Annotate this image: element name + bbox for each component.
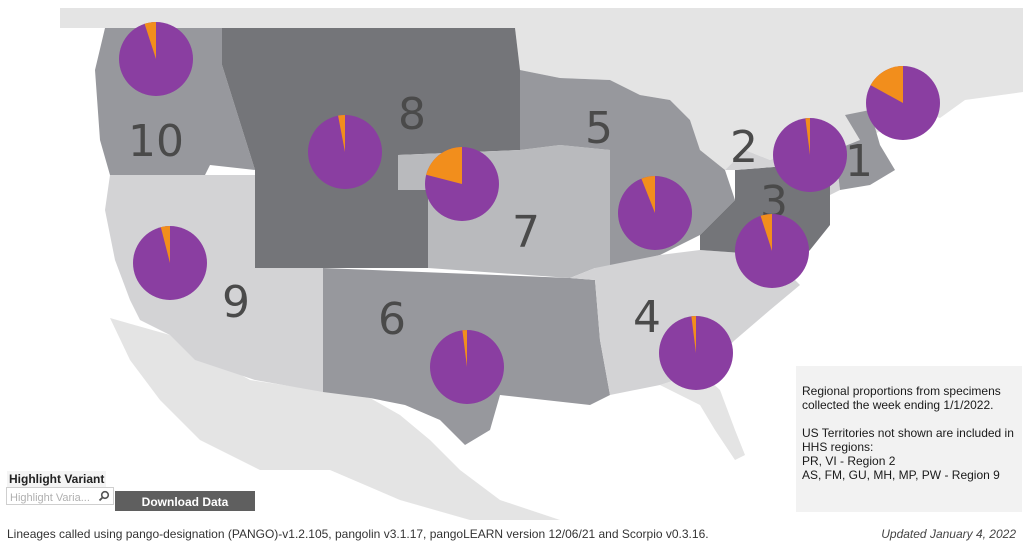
pie-region-3[interactable] — [735, 214, 809, 288]
map-panel: 10 8 5 2 1 3 7 9 6 4 — [60, 8, 1023, 520]
note-region-9-territories: AS, FM, GU, MH, MP, PW - Region 9 — [802, 468, 1000, 482]
note-week: Regional proportions from specimens coll… — [802, 384, 1001, 412]
note-region-2-territories: PR, VI - Region 2 — [802, 454, 896, 468]
region-label-1: 1 — [845, 136, 873, 187]
pie-region-4[interactable] — [659, 316, 733, 390]
region-label-4: 4 — [633, 292, 661, 343]
highlight-variant-input[interactable] — [7, 490, 96, 506]
pie-region-9[interactable] — [133, 226, 207, 300]
note-territories: US Territories not shown are included in… — [802, 426, 1016, 482]
pie-slice-orange — [160, 226, 170, 263]
florida-coast — [660, 372, 745, 460]
pie-slice-orange — [462, 330, 467, 367]
download-data-button[interactable]: Download Data — [115, 491, 255, 511]
pie-region-10[interactable] — [119, 22, 193, 96]
note-territories-intro: US Territories not shown are included in… — [802, 426, 1014, 454]
pie-region-5[interactable] — [618, 176, 692, 250]
updated-date: Updated January 4, 2022 — [881, 527, 1016, 541]
pie-slice-orange — [805, 118, 810, 155]
pie-charts — [119, 22, 940, 404]
pie-slice-orange — [691, 316, 696, 353]
highlight-variant-field[interactable] — [6, 487, 114, 506]
highlight-variant-label: Highlight Variant — [7, 471, 107, 487]
region-label-6: 6 — [378, 294, 406, 345]
canada-land — [60, 8, 1023, 170]
pie-region-7[interactable] — [425, 147, 499, 221]
pie-slice-orange — [870, 66, 903, 103]
pie-region-8[interactable] — [308, 115, 382, 189]
region-label-7: 7 — [512, 207, 540, 258]
region-1-shape — [835, 110, 895, 190]
pie-slice-orange — [144, 22, 156, 59]
region-7-shape — [398, 145, 610, 278]
lineage-footnote: Lineages called using pango-designation … — [7, 527, 709, 541]
region-notes-box: Regional proportions from specimens coll… — [796, 366, 1022, 512]
region-label-2: 2 — [730, 122, 758, 173]
pie-region-2[interactable] — [773, 118, 847, 192]
pie-region-1[interactable] — [866, 66, 940, 140]
pie-slice-orange — [338, 115, 345, 152]
us-region-map: 10 8 5 2 1 3 7 9 6 4 — [60, 8, 1023, 520]
region-label-5: 5 — [585, 103, 613, 154]
pie-region-6[interactable] — [430, 330, 504, 404]
region-label-10: 10 — [128, 116, 184, 167]
region-label-9: 9 — [222, 277, 250, 328]
pie-slice-orange — [426, 147, 462, 184]
pie-slice-orange — [760, 214, 772, 251]
region-label-8: 8 — [398, 89, 426, 140]
search-icon[interactable] — [98, 490, 110, 502]
pie-slice-orange — [641, 176, 655, 213]
